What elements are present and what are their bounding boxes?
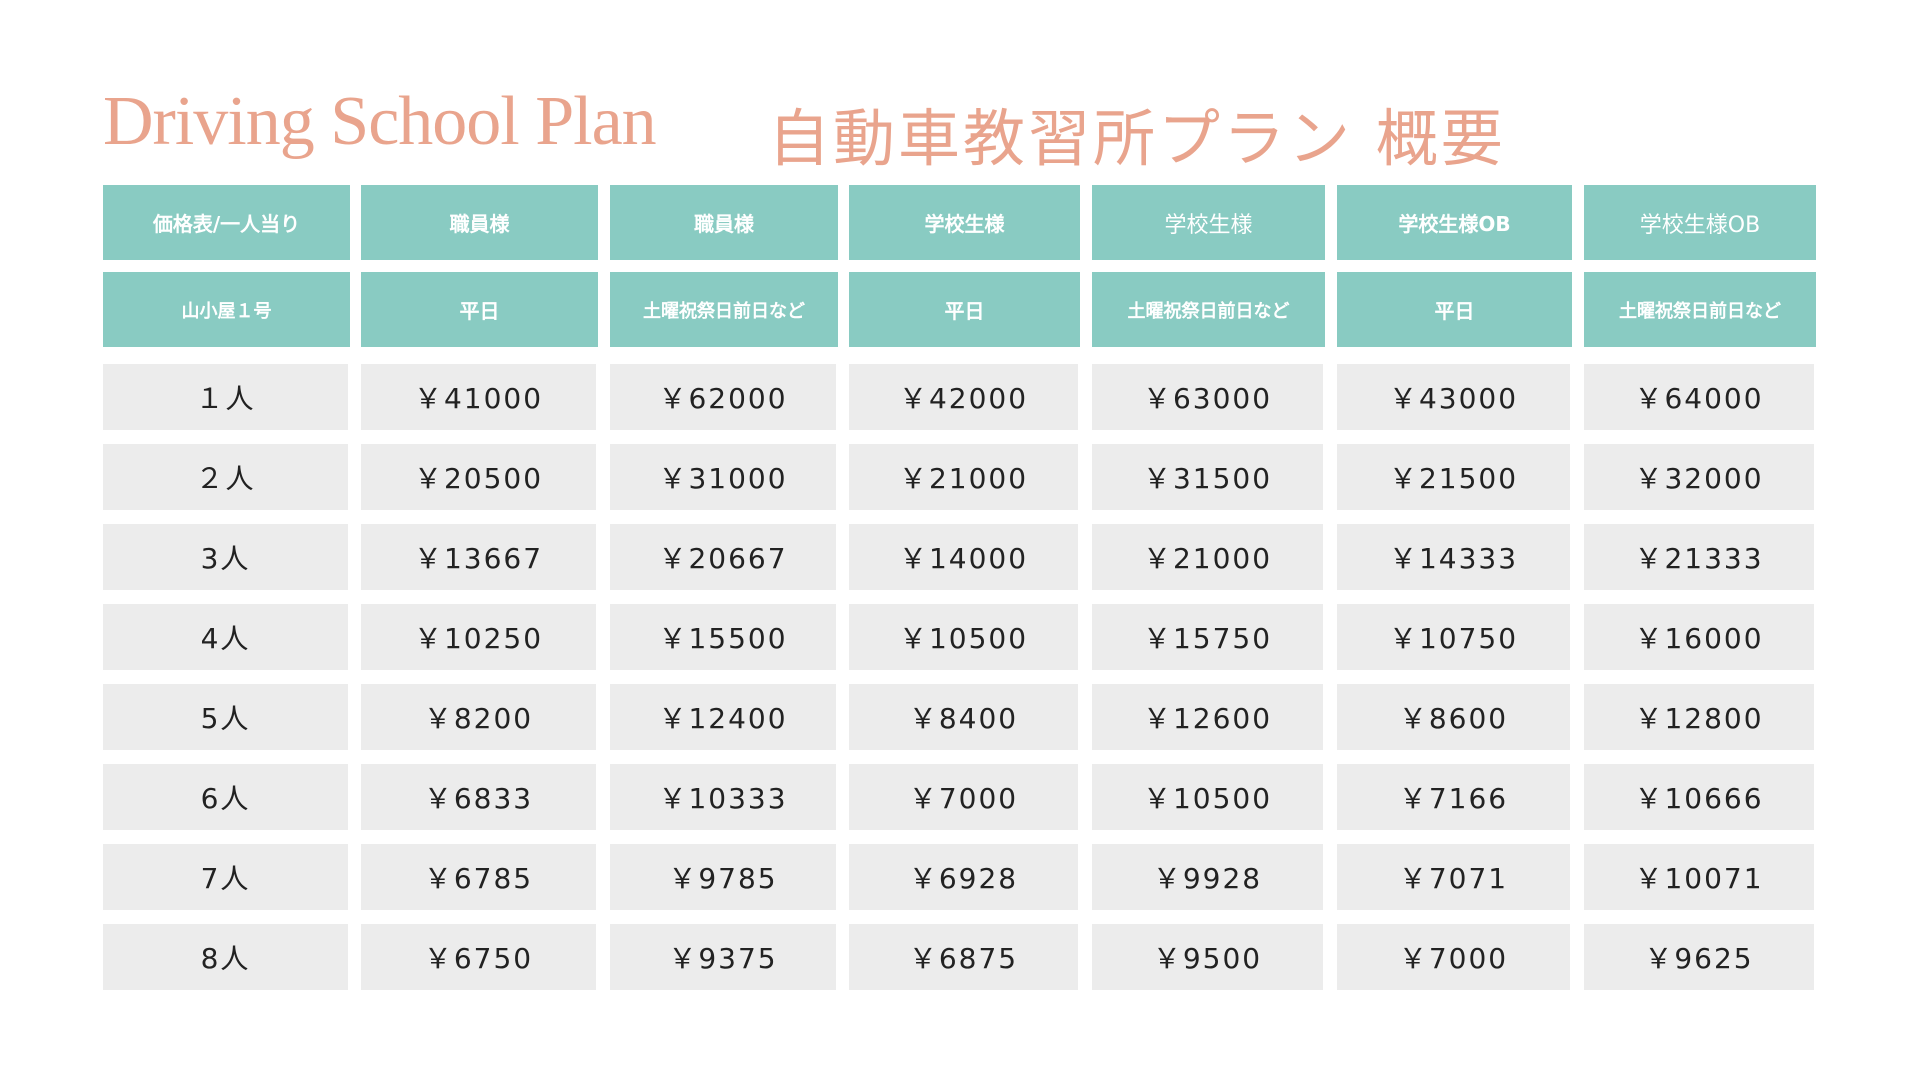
row-label: １人 — [103, 364, 348, 430]
price-cell: ￥8400 — [849, 684, 1078, 750]
price-cell: ￥7000 — [1337, 924, 1570, 990]
header-cell: 学校生様 — [849, 185, 1080, 260]
header-cell: 価格表/一人当り — [103, 185, 350, 260]
price-cell: ￥42000 — [849, 364, 1078, 430]
row-label: 7人 — [103, 844, 348, 910]
title-ja: 自動車教習所プラン 概要 — [768, 102, 1506, 175]
row-label: ２人 — [103, 444, 348, 510]
price-cell: ￥6785 — [361, 844, 596, 910]
header-cell: 学校生様OB — [1337, 185, 1572, 260]
row-label: 6人 — [103, 764, 348, 830]
price-cell: ￥14000 — [849, 524, 1078, 590]
price-cell: ￥10333 — [610, 764, 836, 830]
price-cell: ￥9500 — [1092, 924, 1323, 990]
price-cell: ￥10071 — [1584, 844, 1814, 910]
price-cell: ￥6833 — [361, 764, 596, 830]
header-cell: 土曜祝祭日前日など — [1092, 272, 1325, 347]
price-cell: ￥41000 — [361, 364, 596, 430]
price-cell: ￥7071 — [1337, 844, 1570, 910]
header-cell: 山小屋１号 — [103, 272, 350, 347]
price-cell: ￥64000 — [1584, 364, 1814, 430]
header-cell: 平日 — [361, 272, 598, 347]
price-cell: ￥7000 — [849, 764, 1078, 830]
price-cell: ￥43000 — [1337, 364, 1570, 430]
price-cell: ￥31000 — [610, 444, 836, 510]
price-cell: ￥16000 — [1584, 604, 1814, 670]
price-cell: ￥21500 — [1337, 444, 1570, 510]
header-cell: 平日 — [849, 272, 1080, 347]
price-cell: ￥7166 — [1337, 764, 1570, 830]
price-cell: ￥15750 — [1092, 604, 1323, 670]
price-cell: ￥12800 — [1584, 684, 1814, 750]
price-cell: ￥12400 — [610, 684, 836, 750]
price-cell: ￥20500 — [361, 444, 596, 510]
price-cell: ￥21333 — [1584, 524, 1814, 590]
header-cell: 土曜祝祭日前日など — [1584, 272, 1816, 347]
price-cell: ￥8600 — [1337, 684, 1570, 750]
price-cell: ￥63000 — [1092, 364, 1323, 430]
price-cell: ￥9375 — [610, 924, 836, 990]
header-cell: 学校生様OB — [1584, 185, 1816, 260]
price-cell: ￥6928 — [849, 844, 1078, 910]
price-cell: ￥9928 — [1092, 844, 1323, 910]
price-cell: ￥10500 — [849, 604, 1078, 670]
price-cell: ￥15500 — [610, 604, 836, 670]
price-cell: ￥10666 — [1584, 764, 1814, 830]
row-label: 4人 — [103, 604, 348, 670]
header-cell: 職員様 — [361, 185, 598, 260]
price-cell: ￥9625 — [1584, 924, 1814, 990]
header-cell: 土曜祝祭日前日など — [610, 272, 838, 347]
price-cell: ￥10500 — [1092, 764, 1323, 830]
price-cell: ￥31500 — [1092, 444, 1323, 510]
price-cell: ￥9785 — [610, 844, 836, 910]
price-cell: ￥12600 — [1092, 684, 1323, 750]
title-en: Driving School Plan — [103, 83, 657, 160]
price-cell: ￥21000 — [1092, 524, 1323, 590]
price-cell: ￥13667 — [361, 524, 596, 590]
price-cell: ￥20667 — [610, 524, 836, 590]
row-label: 5人 — [103, 684, 348, 750]
row-label: 3人 — [103, 524, 348, 590]
header-cell: 職員様 — [610, 185, 838, 260]
price-cell: ￥10750 — [1337, 604, 1570, 670]
price-cell: ￥21000 — [849, 444, 1078, 510]
price-cell: ￥10250 — [361, 604, 596, 670]
price-cell: ￥8200 — [361, 684, 596, 750]
price-cell: ￥14333 — [1337, 524, 1570, 590]
price-cell: ￥6750 — [361, 924, 596, 990]
price-cell: ￥32000 — [1584, 444, 1814, 510]
price-cell: ￥6875 — [849, 924, 1078, 990]
header-cell: 平日 — [1337, 272, 1572, 347]
price-cell: ￥62000 — [610, 364, 836, 430]
row-label: 8人 — [103, 924, 348, 990]
header-cell: 学校生様 — [1092, 185, 1325, 260]
